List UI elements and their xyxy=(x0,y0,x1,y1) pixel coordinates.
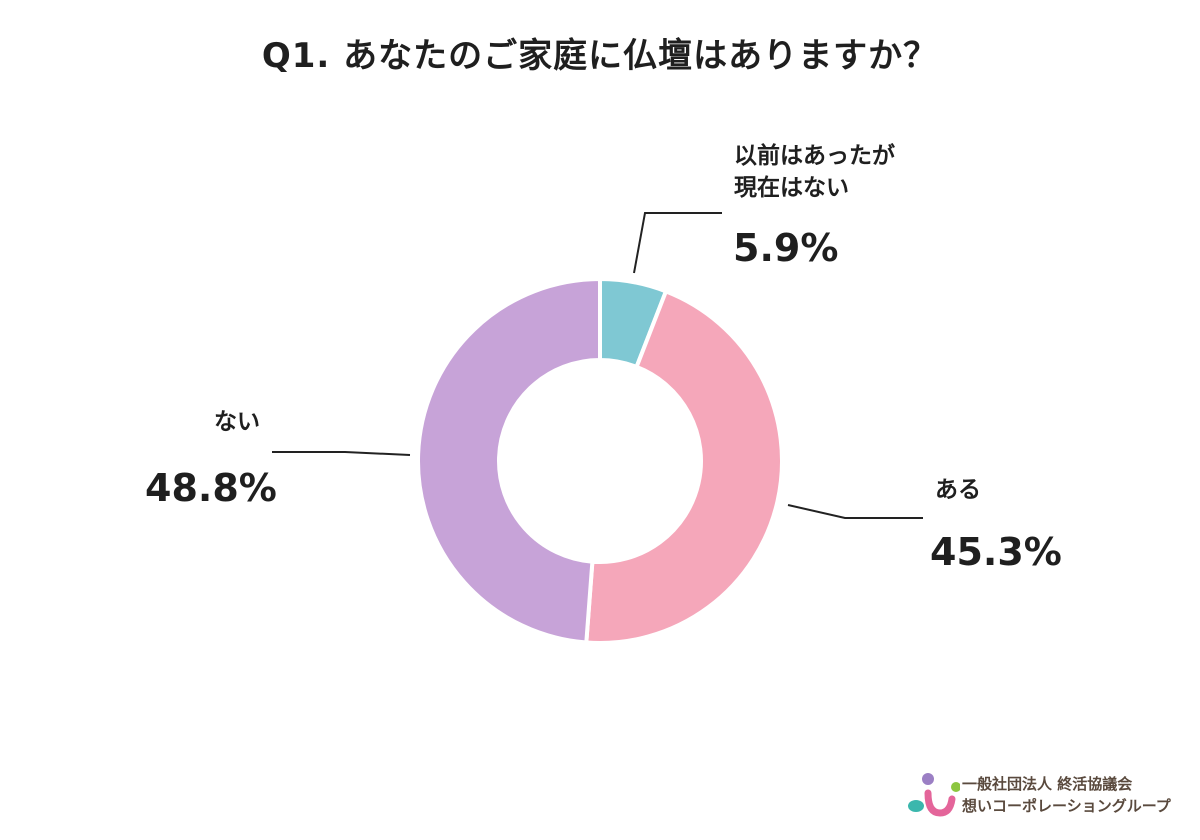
leader-line-no xyxy=(272,451,411,456)
logo-line2: 想いコーポレーショングループ xyxy=(962,797,1171,815)
slice-no xyxy=(416,276,602,645)
leader-line-former xyxy=(633,212,722,274)
chart-title: Q1. あなたのご家庭に仏壇はありますか？ xyxy=(261,36,939,76)
slice-yes xyxy=(584,288,784,645)
label-former-line2: 現在はない xyxy=(734,175,849,201)
logo-mark-icon xyxy=(908,773,960,817)
logo-line1: 一般社団法人 終活協議会 xyxy=(962,775,1133,793)
label-no-name: ない xyxy=(214,409,260,435)
label-yes-value: 45.3% xyxy=(930,530,1062,574)
organization-logo: 一般社団法人 終活協議会 想いコーポレーショングループ xyxy=(904,771,1171,821)
label-former-value: 5.9% xyxy=(733,226,839,270)
label-former-name: 以前はあったが 現在はない xyxy=(734,140,895,204)
label-no-value: 48.8% xyxy=(145,466,277,510)
label-yes-name: ある xyxy=(935,477,981,503)
label-former-line1: 以前はあったが xyxy=(734,143,895,169)
donut-slices xyxy=(416,276,784,645)
leader-line-yes xyxy=(787,504,923,519)
